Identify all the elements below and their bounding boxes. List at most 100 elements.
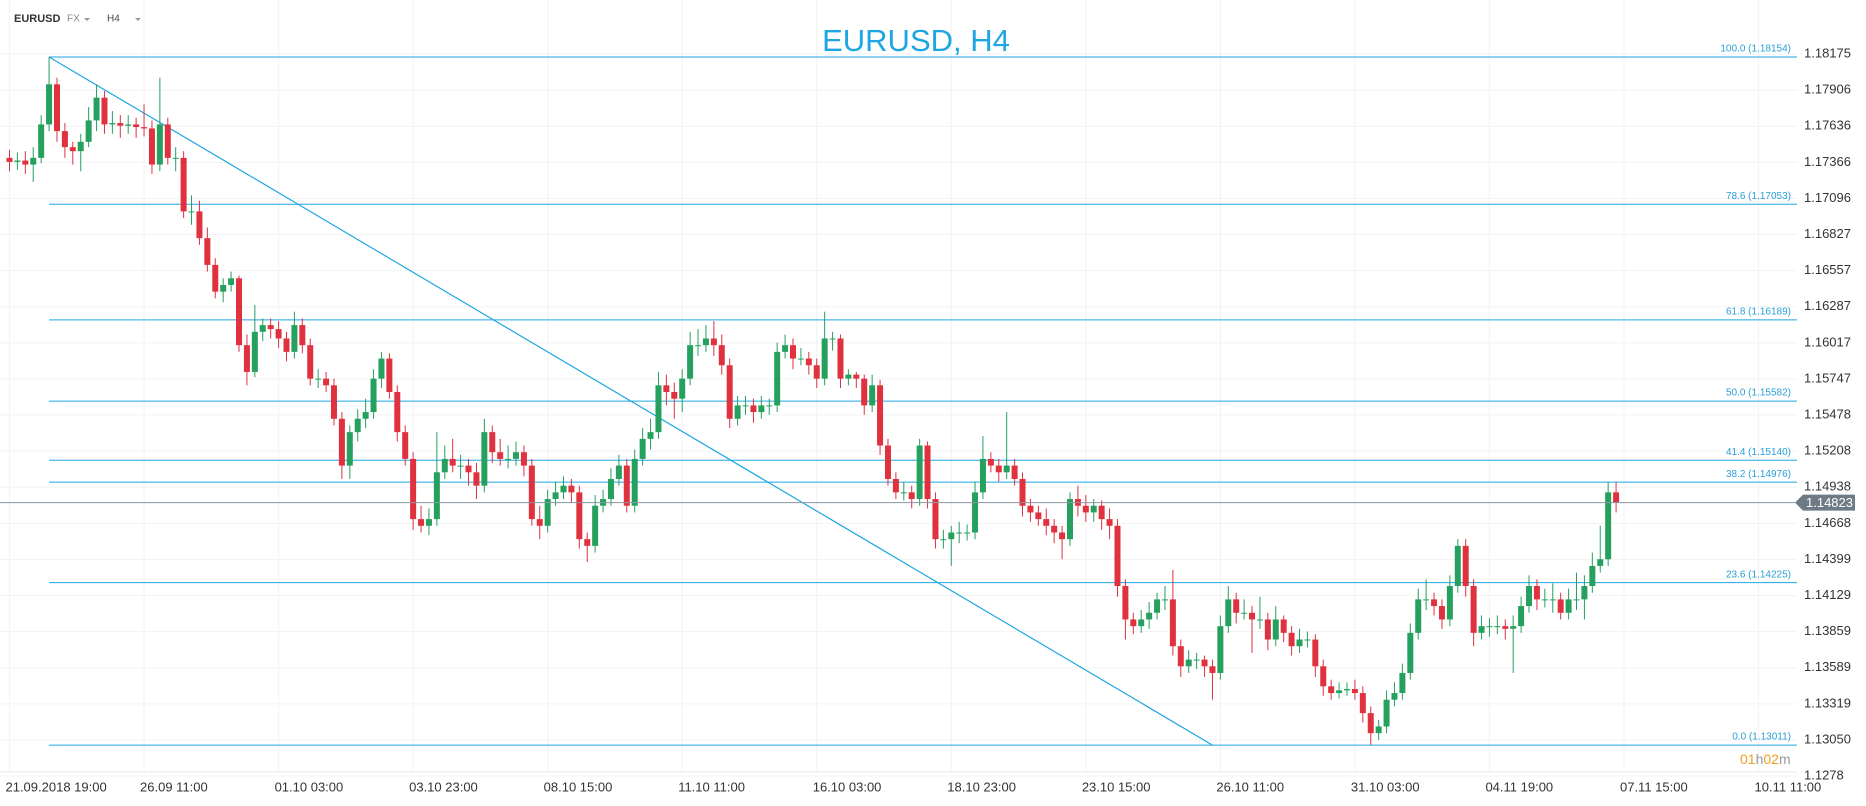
candle-body — [528, 465, 535, 520]
candle-body — [1526, 586, 1533, 607]
fib-label: 38.2 (1.14976) — [1726, 469, 1791, 480]
candle-body — [1431, 599, 1438, 607]
candle-body — [133, 124, 140, 128]
candle-body — [979, 458, 986, 493]
candle-body — [1233, 599, 1240, 613]
candle-body — [1177, 646, 1184, 667]
market[interactable]: FX — [67, 14, 80, 25]
candle-body — [1225, 599, 1232, 627]
candle-body — [449, 458, 456, 466]
fib-label: 50.0 (1.15582) — [1726, 388, 1791, 399]
candle-body — [932, 499, 939, 540]
candle-body — [505, 458, 512, 460]
candle-body — [283, 338, 290, 352]
candle-body — [1027, 505, 1034, 513]
candle-body — [900, 492, 907, 494]
candle-body — [987, 458, 994, 466]
candle-body — [734, 405, 741, 419]
candle-body — [38, 124, 45, 158]
candle-body — [236, 278, 243, 346]
candle-body — [1494, 626, 1501, 628]
candle-body — [1169, 599, 1176, 647]
candle-body — [196, 211, 203, 239]
candle-body — [330, 385, 337, 419]
y-tick-label: 1.13859 — [1804, 623, 1851, 638]
candle-body — [338, 418, 345, 466]
candle-body — [93, 97, 100, 121]
candle-body — [53, 84, 60, 132]
candle-body — [1154, 599, 1161, 613]
candle-body — [473, 472, 480, 486]
candle-body — [1367, 713, 1374, 734]
candle-body — [394, 392, 401, 433]
candle-body — [46, 84, 53, 125]
dropdown-caret[interactable] — [84, 18, 90, 21]
candle-body — [465, 465, 472, 473]
candle-body — [639, 438, 646, 459]
y-tick-label: 1.16017 — [1804, 334, 1851, 349]
x-tick-label: 11.10 11:00 — [678, 779, 745, 794]
candle-body — [1351, 689, 1358, 694]
candle-body — [948, 532, 955, 540]
candle-body — [228, 278, 235, 285]
candle-body — [164, 124, 171, 158]
fib-label: 0.0 (1.13011) — [1732, 732, 1791, 743]
candle-body — [1312, 639, 1319, 667]
candle-body — [679, 378, 686, 399]
candle-body — [148, 128, 155, 165]
candle-body — [204, 238, 211, 265]
candle-body — [1407, 632, 1414, 673]
x-tick-label: 04.11 19:00 — [1485, 779, 1553, 794]
candle-body — [623, 465, 630, 506]
axis: 1.18175 1.17906 1.17636 1.17366 1.17096 1.168… — [5, 46, 1855, 794]
candle-body — [1573, 599, 1580, 601]
candle-body — [1209, 666, 1216, 673]
symbol[interactable]: EURUSD — [14, 13, 61, 25]
fib-label: 78.6 (1.17053) — [1726, 191, 1791, 202]
y-tick-label: 1.17906 — [1804, 82, 1851, 97]
candle-body — [323, 378, 330, 386]
candle-body — [821, 338, 828, 379]
candle-body — [1581, 586, 1588, 600]
toolbar: EURUSD FX H4 — [14, 13, 141, 25]
candle-body — [1557, 599, 1564, 613]
plot: 100.0 (1.18154) 78.6 (1.17053) 61.8 (1.161… — [0, 44, 1797, 746]
candle-body — [362, 412, 369, 419]
candle-body — [180, 157, 187, 212]
candle-body — [346, 432, 353, 466]
candle-body — [1249, 612, 1256, 620]
candle-body — [315, 378, 322, 380]
candle-body — [695, 345, 702, 347]
candle-body — [1549, 599, 1556, 601]
countdown: 01h02m — [1740, 751, 1791, 767]
candle-body — [797, 358, 804, 360]
candle-body — [972, 492, 979, 533]
candle-body — [1605, 492, 1612, 560]
candle-body — [125, 124, 132, 126]
x-tick-label: 01.10 03:00 — [275, 779, 344, 794]
countdown-text: 01h02m — [1740, 751, 1791, 767]
candle-body — [750, 405, 757, 413]
candle-body — [845, 374, 852, 379]
candle-body — [829, 338, 836, 340]
candle-body — [1486, 626, 1493, 628]
candle-body — [520, 452, 527, 466]
candle-body — [386, 358, 393, 393]
dropdown-caret[interactable] — [135, 18, 141, 21]
candle-body — [220, 284, 227, 292]
candle-body — [1256, 619, 1263, 621]
fib-label: 41.4 (1.15140) — [1726, 447, 1791, 458]
trend-line — [48, 56, 1213, 746]
candle-body — [22, 160, 29, 165]
candle-body — [869, 385, 876, 406]
candle-body — [1462, 545, 1469, 587]
candle-body — [1185, 659, 1192, 667]
candle-body — [1288, 632, 1295, 647]
y-tick-label: 1.15208 — [1804, 443, 1851, 458]
candle-body — [1059, 532, 1066, 540]
timeframe[interactable]: H4 — [107, 14, 120, 25]
candle-body — [418, 519, 425, 526]
candle-body — [1502, 626, 1509, 629]
candle-body — [291, 325, 298, 352]
